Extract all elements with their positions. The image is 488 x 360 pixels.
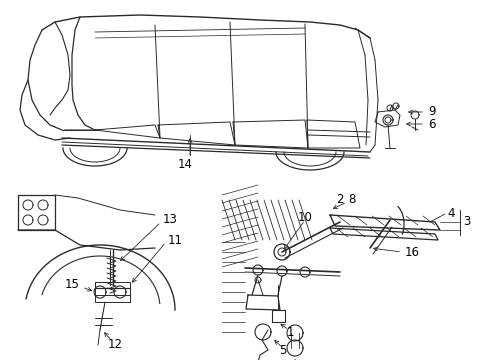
- Text: 8: 8: [347, 193, 355, 207]
- Text: 12: 12: [107, 338, 122, 351]
- Text: 6: 6: [427, 118, 435, 131]
- Text: 4: 4: [446, 207, 453, 220]
- Text: 9: 9: [427, 105, 435, 118]
- Text: 15: 15: [65, 279, 80, 292]
- Text: 14: 14: [177, 158, 192, 171]
- Text: 10: 10: [297, 211, 312, 225]
- Text: 16: 16: [404, 246, 419, 258]
- Text: 13: 13: [163, 213, 178, 226]
- Text: 2: 2: [335, 193, 343, 207]
- Text: 1: 1: [285, 325, 293, 338]
- Text: 11: 11: [168, 234, 183, 247]
- Text: 5: 5: [279, 343, 286, 356]
- Text: 3: 3: [462, 216, 469, 229]
